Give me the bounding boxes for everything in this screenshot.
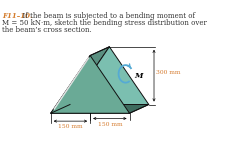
Polygon shape (70, 47, 148, 104)
Polygon shape (51, 56, 129, 113)
Polygon shape (51, 104, 148, 113)
Text: M: M (134, 72, 142, 80)
Text: F11–10.: F11–10. (2, 12, 32, 20)
Text: M = 50 kN·m, sketch the bending stress distribution over: M = 50 kN·m, sketch the bending stress d… (2, 19, 206, 27)
Text: If the beam is subjected to a bending moment of: If the beam is subjected to a bending mo… (17, 12, 194, 20)
Polygon shape (51, 47, 109, 113)
Text: 150 mm: 150 mm (58, 124, 82, 129)
Text: 150 mm: 150 mm (97, 122, 122, 127)
Text: the beam’s cross section.: the beam’s cross section. (2, 26, 91, 34)
Text: 300 mm: 300 mm (155, 70, 180, 75)
